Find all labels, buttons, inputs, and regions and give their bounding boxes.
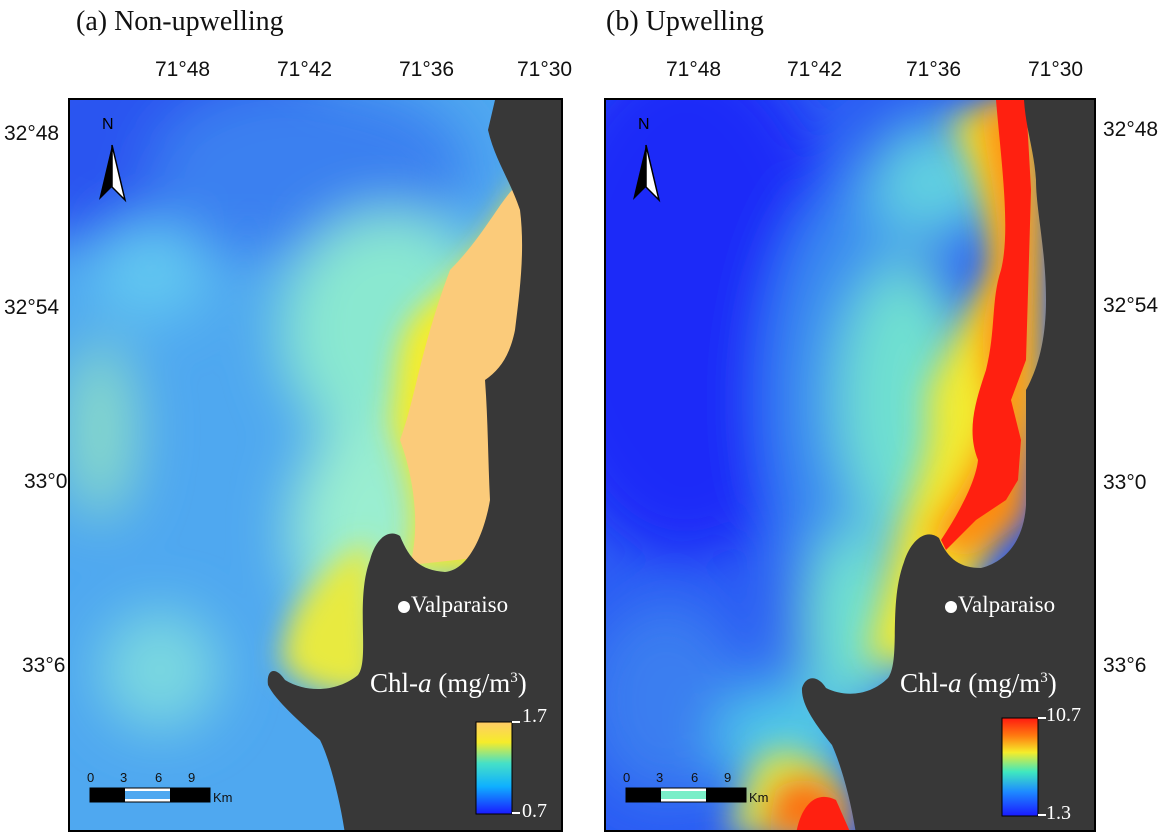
colorbar	[1001, 717, 1039, 817]
north-arrow-icon	[633, 144, 661, 203]
city-marker-icon	[945, 601, 957, 613]
lon-tick: 71°48	[666, 58, 722, 81]
scale-tick: 9	[724, 770, 732, 785]
lon-tick: 71°42	[277, 58, 333, 81]
lon-tick: 71°30	[517, 58, 573, 81]
north-arrow-icon	[99, 144, 127, 203]
lon-tick: 71°42	[787, 58, 843, 81]
north-label: N	[638, 116, 650, 133]
lat-tick: 33°0	[24, 470, 68, 493]
city-label: Valparaiso	[958, 592, 1056, 617]
legend-max: 10.7	[1046, 704, 1081, 726]
scale-unit: Km	[749, 790, 769, 805]
scale-tick: 0	[87, 770, 95, 785]
scale-unit: Km	[213, 790, 233, 805]
lat-tick: 32°54	[1103, 294, 1159, 317]
panel-a-title: (a) Non-upwelling	[76, 6, 284, 37]
lat-tick: 32°54	[4, 296, 60, 319]
lat-tick: 32°48	[1103, 118, 1159, 141]
legend-title: Chl-a (mg/m3)	[900, 668, 1057, 698]
lat-tick: 33°6	[1103, 654, 1147, 677]
scale-bar	[89, 787, 211, 803]
legend-title: Chl-a (mg/m3)	[370, 668, 527, 698]
map-panel-b: N Valparaiso Chl-a (mg/m3) 10.7 1.3 0 3 …	[604, 98, 1096, 832]
city-marker-icon	[398, 601, 410, 613]
lat-tick: 32°48	[4, 122, 60, 145]
scale-bar	[625, 787, 747, 803]
legend-max: 1.7	[522, 705, 547, 727]
legend-min: 0.7	[522, 800, 547, 822]
scale-tick: 6	[155, 770, 163, 785]
lon-tick: 71°36	[399, 58, 455, 81]
panel-b-title: (b) Upwelling	[606, 6, 764, 37]
scale-tick: 9	[188, 770, 196, 785]
scale-tick: 0	[623, 770, 631, 785]
scale-tick: 3	[656, 770, 664, 785]
lon-tick: 71°48	[155, 58, 211, 81]
map-panel-a: N Valparaiso Chl-a (mg/m3) 1.7 0.7 0 3 6…	[68, 98, 563, 832]
lon-tick: 71°36	[906, 58, 962, 81]
lat-tick: 33°6	[22, 654, 66, 677]
scale-tick: 6	[691, 770, 699, 785]
north-label: N	[102, 116, 114, 133]
colorbar	[475, 721, 513, 815]
legend-min: 1.3	[1046, 802, 1071, 824]
lon-tick: 71°30	[1028, 58, 1084, 81]
city-label: Valparaiso	[411, 592, 509, 617]
scale-tick: 3	[120, 770, 128, 785]
lat-tick: 33°0	[1103, 471, 1147, 494]
